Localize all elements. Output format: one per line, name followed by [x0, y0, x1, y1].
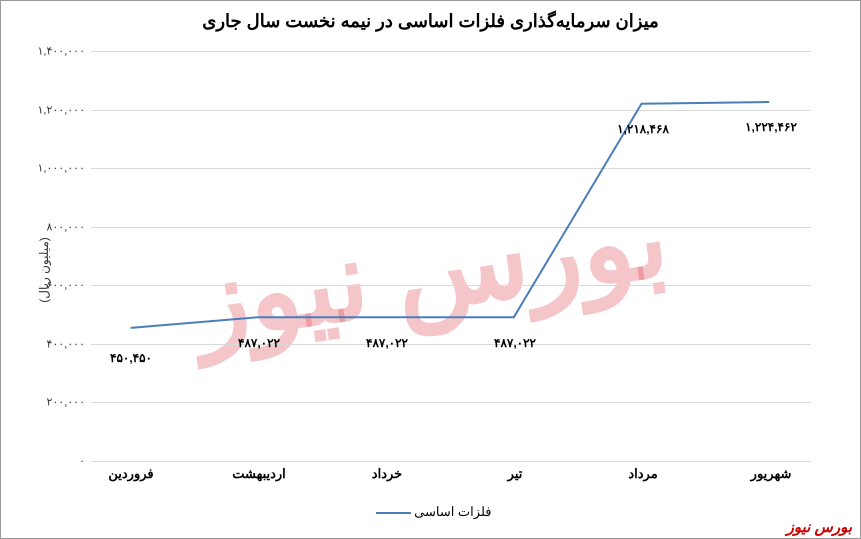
- data-label: ۱,۲۱۸,۴۶۸: [617, 122, 669, 136]
- y-tick-label: ۰: [15, 455, 85, 468]
- data-label: ۱,۲۲۴,۴۶۲: [745, 120, 797, 134]
- gridline: [91, 51, 811, 52]
- gridline: [91, 110, 811, 111]
- data-label: ۴۵۰,۴۵۰: [110, 351, 152, 365]
- x-tick-label: خرداد: [372, 466, 402, 482]
- gridline: [91, 344, 811, 345]
- legend: فلزات اساسی: [1, 504, 860, 520]
- data-label: ۴۸۷,۰۲۲: [366, 336, 408, 350]
- gridline: [91, 285, 811, 286]
- gridline: [91, 461, 811, 462]
- y-tick-label: ۱,۰۰۰,۰۰۰: [15, 162, 85, 175]
- legend-line-swatch: [376, 512, 411, 514]
- legend-label: فلزات اساسی: [414, 504, 491, 519]
- y-axis-label: (میلیون ریال): [37, 237, 51, 303]
- y-tick-label: ۱,۴۰۰,۰۰۰: [15, 45, 85, 58]
- gridline: [91, 402, 811, 403]
- chart-container: میزان سرمایه‌گذاری فلزات اساسی در نیمه ن…: [0, 0, 861, 539]
- x-tick-label: اردیبهشت: [232, 466, 286, 482]
- x-tick-label: تیر: [508, 466, 523, 482]
- y-tick-label: ۴۰۰,۰۰۰: [15, 337, 85, 350]
- chart-title: میزان سرمایه‌گذاری فلزات اساسی در نیمه ن…: [1, 11, 860, 32]
- line-series: [1, 1, 860, 538]
- gridline: [91, 168, 811, 169]
- x-tick-label: فروردین: [108, 466, 153, 482]
- data-label: ۴۸۷,۰۲۲: [238, 336, 280, 350]
- y-tick-label: ۱,۲۰۰,۰۰۰: [15, 103, 85, 116]
- y-tick-label: ۲۰۰,۰۰۰: [15, 396, 85, 409]
- gridline: [91, 227, 811, 228]
- y-tick-label: ۸۰۰,۰۰۰: [15, 220, 85, 233]
- x-tick-label: شهریور: [751, 466, 792, 482]
- brand-label: بورس نیوز: [787, 518, 852, 536]
- data-label: ۴۸۷,۰۲۲: [494, 336, 536, 350]
- x-tick-label: مرداد: [628, 466, 657, 482]
